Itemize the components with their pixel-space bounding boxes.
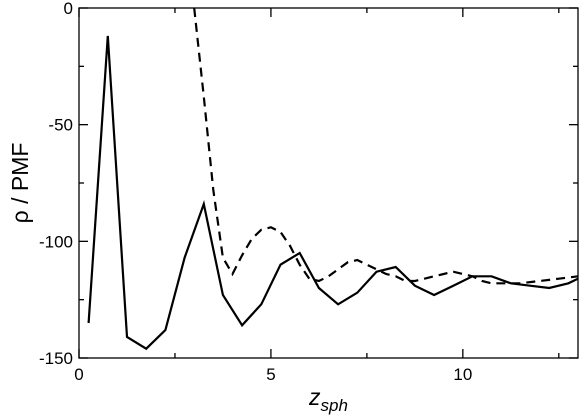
x-tick-label: 5	[266, 365, 275, 384]
y-axis-label: ρ / PMF	[7, 143, 33, 224]
x-axis-label-subscript: sph	[321, 396, 348, 415]
y-tick-label: -50	[48, 116, 73, 135]
x-axis-label: zsph	[308, 384, 348, 415]
ticks-layer: 0 5 10 0 -50 -100 -150	[39, 0, 578, 384]
y-tick-label: 0	[64, 0, 73, 18]
series-dashed-line	[193, 8, 578, 285]
series-layer	[87, 8, 578, 351]
y-tick-label: -150	[39, 349, 73, 368]
x-tick-label: 0	[74, 365, 83, 384]
x-tick-label: 10	[453, 365, 472, 384]
series-solid-line	[87, 35, 578, 351]
plot-frame	[78, 7, 579, 359]
x-axis-label-main: z	[308, 384, 321, 410]
y-tick-label: -100	[39, 232, 73, 251]
